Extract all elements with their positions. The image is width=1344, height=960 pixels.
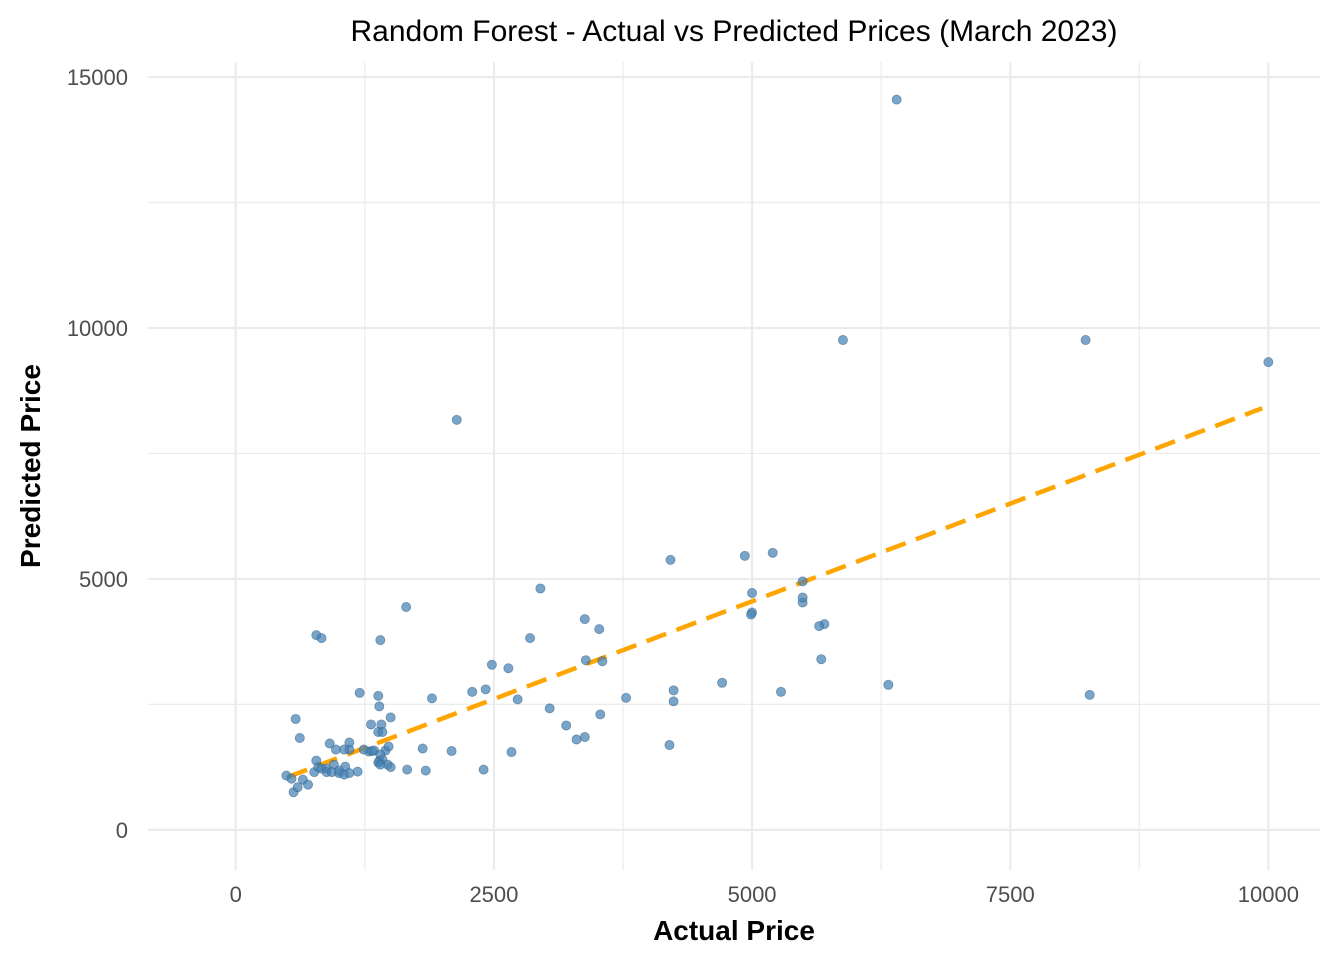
y-tick-label: 0 [116, 818, 128, 843]
x-tick-label: 7500 [986, 882, 1035, 907]
data-point [294, 733, 305, 744]
data-point [316, 633, 327, 644]
data-point [417, 743, 428, 754]
data-point [344, 737, 355, 748]
y-axis-title: Predicted Price [15, 364, 46, 568]
data-point [544, 703, 555, 714]
data-point [506, 747, 517, 758]
data-point [503, 663, 514, 674]
trend-line-group [286, 406, 1263, 780]
data-point [1263, 357, 1274, 368]
data-point [668, 685, 679, 696]
data-point [480, 684, 491, 695]
data-point [816, 654, 827, 665]
data-point [561, 720, 572, 731]
data-point [883, 679, 894, 690]
data-point [595, 709, 606, 720]
data-point [739, 550, 750, 561]
data-point [775, 686, 786, 697]
data-point [373, 690, 384, 701]
data-point [665, 554, 676, 565]
data-point [797, 576, 808, 587]
data-point [837, 335, 848, 346]
data-point [621, 692, 632, 703]
data-point [324, 738, 335, 749]
data-point [668, 696, 679, 707]
data-point [451, 414, 462, 425]
data-point [814, 621, 825, 632]
data-points [281, 94, 1274, 798]
data-point [535, 583, 546, 594]
data-point [402, 764, 413, 775]
data-point [358, 744, 369, 755]
data-point [597, 656, 608, 667]
data-point [290, 713, 301, 724]
data-point [664, 740, 675, 751]
data-point [747, 587, 758, 598]
data-point [512, 694, 523, 705]
data-point [286, 773, 297, 784]
x-tick-label: 0 [230, 882, 242, 907]
data-point [420, 765, 431, 776]
data-point [303, 779, 314, 790]
y-tick-label: 5000 [79, 567, 128, 592]
data-point [486, 659, 497, 670]
grid [148, 62, 1320, 870]
data-point [1080, 335, 1091, 346]
x-axis-title: Actual Price [653, 915, 815, 946]
data-point [377, 726, 388, 737]
data-point [525, 633, 536, 644]
data-point [401, 602, 412, 613]
trend-line [286, 406, 1263, 780]
data-point [292, 782, 303, 793]
data-point [571, 734, 582, 745]
data-point [478, 764, 489, 775]
data-point [375, 759, 386, 770]
data-point [746, 609, 757, 620]
data-point [385, 762, 396, 773]
data-point [366, 719, 377, 730]
data-point [594, 624, 605, 635]
data-point [1084, 689, 1095, 700]
data-point [797, 592, 808, 603]
data-point [717, 677, 728, 688]
x-axis-tick-labels: 0 2500 5000 7500 10000 [230, 882, 1299, 907]
x-tick-label: 5000 [728, 882, 777, 907]
y-tick-label: 15000 [67, 65, 128, 90]
data-point [385, 712, 396, 723]
data-point [352, 766, 363, 777]
data-point [467, 686, 478, 697]
data-point [580, 655, 591, 666]
chart-title: Random Forest - Actual vs Predicted Pric… [351, 15, 1118, 48]
data-point [344, 768, 355, 779]
data-point [339, 744, 350, 755]
x-tick-label: 10000 [1238, 882, 1299, 907]
data-point [579, 732, 590, 743]
data-point [383, 741, 394, 752]
y-axis-tick-labels: 0 5000 10000 15000 [67, 65, 128, 843]
data-point [354, 687, 365, 698]
data-point [375, 635, 386, 646]
data-point [374, 701, 385, 712]
data-point [426, 693, 437, 704]
x-tick-label: 2500 [469, 882, 518, 907]
data-point [767, 547, 778, 558]
y-tick-label: 10000 [67, 316, 128, 341]
data-point [579, 614, 590, 625]
data-point [330, 744, 341, 755]
data-point [891, 94, 902, 105]
data-point [446, 746, 457, 757]
